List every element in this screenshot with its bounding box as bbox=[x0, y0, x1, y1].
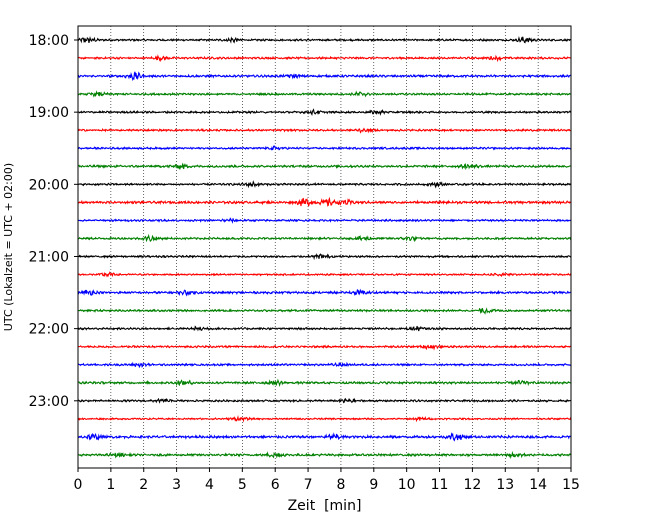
seismogram-trace-1830 bbox=[77, 71, 572, 82]
x-tick-label: 9 bbox=[369, 477, 378, 493]
y-tick-label: 20:00 bbox=[29, 177, 69, 193]
y-tick-label: 22:00 bbox=[29, 322, 69, 338]
x-tick-label: 13 bbox=[496, 477, 514, 493]
y-tick-label: 23:00 bbox=[29, 394, 69, 410]
x-tick-label: 8 bbox=[336, 477, 345, 493]
seismogram-trace-2200 bbox=[77, 325, 572, 332]
seismogram-trace-2115 bbox=[77, 271, 572, 278]
y-tick-label: 19:00 bbox=[29, 105, 69, 121]
plot-background bbox=[78, 26, 571, 468]
x-tick-label: 14 bbox=[529, 477, 547, 493]
seismogram-trace-2100 bbox=[77, 253, 572, 261]
seismogram-trace-2345 bbox=[77, 450, 572, 460]
seismogram-trace-1815 bbox=[77, 54, 572, 63]
x-axis-ticks: 0 1 2 3 4 5 6 7 8 9 10 11 12 13 14 15 bbox=[74, 468, 580, 493]
seismogram-trace-1915 bbox=[77, 127, 572, 134]
seismogram-trace-2015 bbox=[77, 196, 572, 207]
x-tick-label: 4 bbox=[205, 477, 214, 493]
x-tick-label: 15 bbox=[562, 477, 580, 493]
seismogram-trace-1800 bbox=[77, 35, 572, 44]
seismogram-trace-2330 bbox=[77, 432, 572, 442]
seismogram-trace-2230 bbox=[77, 361, 572, 369]
x-tick-label: 10 bbox=[398, 477, 416, 493]
x-tick-label: 0 bbox=[74, 477, 83, 493]
x-tick-label: 11 bbox=[431, 477, 449, 493]
plot-frame bbox=[77, 25, 572, 469]
seismogram-trace-2300 bbox=[77, 397, 572, 404]
x-tick-label: 3 bbox=[172, 477, 181, 493]
seismogram-trace-2030 bbox=[77, 217, 572, 224]
x-tick-label: 1 bbox=[106, 477, 115, 493]
seismogram-trace-1900 bbox=[77, 108, 572, 117]
seismogram-trace-2145 bbox=[77, 307, 572, 315]
x-tick-label: 2 bbox=[139, 477, 148, 493]
seismogram-trace-2130 bbox=[77, 288, 572, 297]
y-tick-label: 21:00 bbox=[29, 249, 69, 265]
seismogram-trace-1945 bbox=[77, 162, 572, 171]
seismogram-trace-2245 bbox=[77, 378, 572, 388]
y-axis-ticks: 18:00 19:00 20:00 21:00 22:00 23:00 bbox=[29, 33, 78, 410]
seismogram-trace-2215 bbox=[77, 344, 572, 351]
x-tick-label: 12 bbox=[463, 477, 481, 493]
y-axis-label: UTC (Lokalzeit = UTC + 02:00) bbox=[2, 163, 15, 331]
seismogram-traces bbox=[77, 35, 572, 460]
y-tick-label: 18:00 bbox=[29, 33, 69, 49]
seismogram-trace-2315 bbox=[77, 415, 572, 423]
x-tick-label: 6 bbox=[271, 477, 280, 493]
x-axis-label: Zeit [min] bbox=[288, 498, 362, 514]
seismogram-trace-2000 bbox=[77, 180, 572, 189]
x-tick-label: 5 bbox=[238, 477, 247, 493]
seismogram-trace-2045 bbox=[77, 233, 572, 243]
seismogram-trace-1845 bbox=[77, 90, 572, 98]
seismogram-trace-1930 bbox=[77, 145, 572, 151]
x-tick-label: 7 bbox=[304, 477, 313, 493]
